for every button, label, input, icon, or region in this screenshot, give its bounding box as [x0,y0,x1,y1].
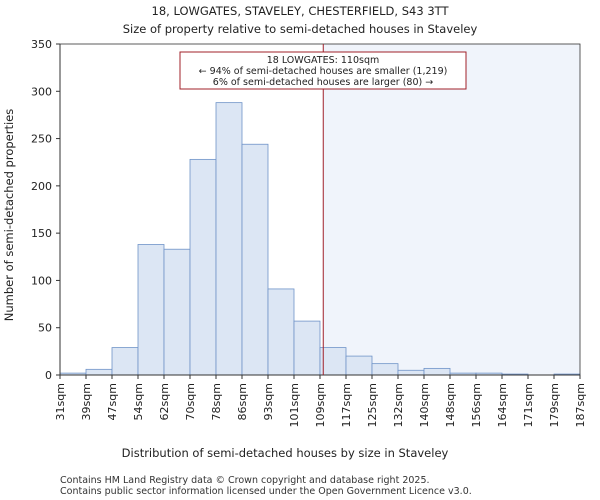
x-tick-label-179sqm: 179sqm [548,383,561,427]
x-tick-label-62sqm: 62sqm [158,383,171,420]
annotation-line3: 6% of semi-detached houses are larger (8… [213,77,433,88]
x-axis-label: Distribution of semi-detached houses by … [122,446,449,460]
bar-93sqm [267,288,295,376]
bar-140sqm [423,367,451,376]
bar-132sqm [397,369,425,376]
x-tick-label-86sqm: 86sqm [236,383,249,420]
annotation-box [179,51,467,90]
y-tick-label-200: 200 [31,180,52,193]
x-tick-label-93sqm: 93sqm [262,383,275,420]
x-tick-label-109sqm: 109sqm [314,383,327,427]
x-tick-label-78sqm: 78sqm [210,383,223,420]
bar-125sqm [371,363,399,376]
y-axis-label: Number of semi-detached properties [2,109,16,321]
x-tick-label-132sqm: 132sqm [392,383,405,427]
y-tick-label-350: 350 [31,38,52,51]
bar-86sqm [241,143,269,376]
x-tick-label-164sqm: 164sqm [496,383,509,427]
x-tick-label-117sqm: 117sqm [340,383,353,427]
x-tick-label-70sqm: 70sqm [184,383,197,420]
annotation-line2: ← 94% of semi-detached houses are smalle… [199,66,448,77]
y-tick-label-50: 50 [38,322,52,335]
x-tick-label-125sqm: 125sqm [366,383,379,427]
bar-39sqm [85,368,113,376]
x-tick-label-148sqm: 148sqm [444,383,457,427]
y-tick-label-100: 100 [31,274,52,287]
highlight-region [323,44,580,375]
chart-subtitle: Size of property relative to semi-detach… [123,22,478,36]
x-tick-label-54sqm: 54sqm [132,383,145,420]
y-tick-label-150: 150 [31,227,52,240]
bar-54sqm [137,244,165,376]
x-tick-label-39sqm: 39sqm [80,383,93,420]
x-tick-label-31sqm: 31sqm [54,383,67,420]
x-tick-label-187sqm: 187sqm [574,383,587,427]
bar-109sqm [319,347,347,376]
bar-101sqm [293,320,321,376]
bar-78sqm [215,102,243,376]
x-tick-label-156sqm: 156sqm [470,383,483,427]
y-tick-label-0: 0 [45,369,52,382]
bar-117sqm [345,355,373,376]
bar-70sqm [189,158,217,376]
footer-line-1: Contains HM Land Registry data © Crown c… [60,475,430,486]
footer-line-2: Contains public sector information licen… [60,486,472,497]
x-tick-label-47sqm: 47sqm [106,383,119,420]
annotation-line1: 18 LOWGATES: 110sqm [267,55,379,66]
chart-title: 18, LOWGATES, STAVELEY, CHESTERFIELD, S4… [152,4,450,18]
bar-62sqm [163,248,191,376]
bar-47sqm [111,347,139,376]
plot-area: 0 50 100 150 200 250 300 350 31sqm 39sqm 47sqm 54sq… [31,38,587,427]
x-tick-label-171sqm: 171sqm [522,383,535,427]
x-tick-label-140sqm: 140sqm [418,383,431,427]
x-tick-label-101sqm: 101sqm [288,383,301,427]
y-tick-label-250: 250 [31,133,52,146]
y-tick-label-300: 300 [31,85,52,98]
